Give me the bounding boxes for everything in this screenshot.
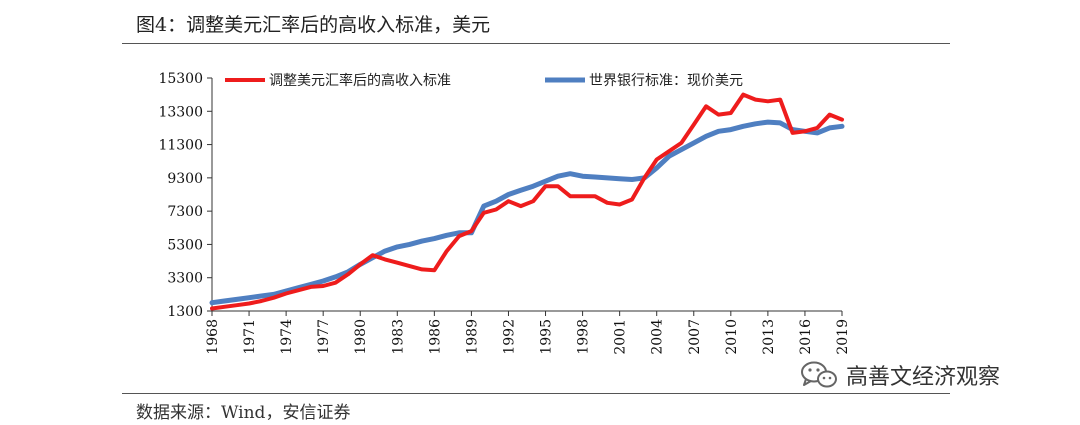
x-tick-label: 1971: [242, 319, 258, 355]
y-tick-label: 11300: [158, 138, 203, 154]
y-tick-label: 9300: [167, 171, 203, 187]
watermark: 高善文经济观察: [800, 360, 1000, 390]
series-line-1: [210, 92, 844, 311]
y-tick-label: 3300: [167, 271, 203, 287]
chart-legend: 调整美元汇率后的高收入标准 世界银行标准：现价美元: [225, 72, 743, 89]
x-tick-label: 2004: [650, 319, 666, 355]
bottom-rule: [122, 393, 950, 394]
x-tick-label: 1980: [353, 319, 369, 355]
x-tick-label: 1968: [205, 319, 221, 355]
y-tick-label: 15300: [158, 71, 203, 87]
x-tick-label: 1977: [316, 319, 332, 355]
watermark-text: 高善文经济观察: [846, 365, 1001, 390]
x-tick-label: 1992: [501, 319, 517, 355]
legend-label-2: 世界银行标准：现价美元: [589, 73, 743, 89]
chart-title: 图4：调整美元汇率后的高收入标准，美元: [136, 14, 491, 36]
x-tick-label: 1989: [464, 319, 480, 355]
x-tick-label: 1986: [427, 319, 443, 355]
x-tick-label: 1983: [390, 319, 406, 355]
series-line-2: [209, 119, 845, 306]
y-tick-label: 13300: [158, 104, 203, 120]
x-tick-label: 2007: [687, 319, 703, 355]
x-tick-label: 2010: [724, 319, 740, 355]
x-tick-label: 2001: [613, 319, 629, 355]
chart-axes: 1300 3300 5300 7300 9300 11300 13300 15300 1968 1…: [158, 71, 851, 355]
x-tick-label: 2016: [798, 319, 814, 355]
x-tick-label: 1974: [279, 319, 295, 355]
y-tick-label: 1300: [167, 304, 203, 320]
top-rule: [122, 43, 950, 44]
x-tick-label: 1998: [576, 319, 592, 355]
data-source: 数据来源：Wind，安信证券: [136, 403, 351, 423]
x-tick-label: 2013: [761, 319, 777, 355]
x-tick-label: 1995: [539, 319, 555, 355]
y-tick-label: 5300: [167, 237, 203, 253]
y-tick-label: 7300: [167, 204, 203, 220]
legend-label-1: 调整美元汇率后的高收入标准: [269, 72, 451, 89]
chart-lines: [209, 92, 845, 311]
wechat-icon: [801, 361, 837, 388]
x-tick-label: 2019: [835, 319, 851, 355]
